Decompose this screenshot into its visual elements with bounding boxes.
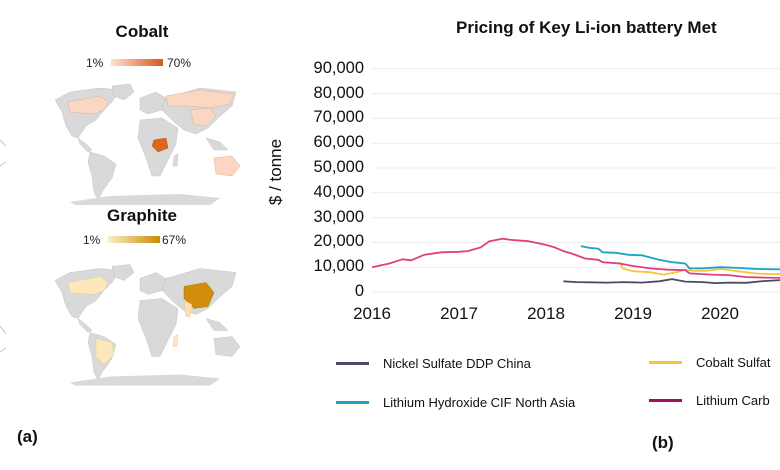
panel-b-label: (b) bbox=[652, 433, 674, 452]
y-tick-label: 10,000 bbox=[313, 257, 364, 276]
legend-swatch-cobalt bbox=[649, 361, 682, 364]
panel-a-label: (a) bbox=[17, 427, 38, 446]
graphite-scale-min: 1% bbox=[83, 233, 101, 247]
legend-item-cobalt: Cobalt Sulfat bbox=[649, 355, 770, 370]
cobalt-australia bbox=[213, 155, 241, 177]
graphite-china bbox=[183, 282, 215, 309]
legend-label-nickel: Nickel Sulfate DDP China bbox=[383, 356, 531, 371]
legend-swatch-lithium-hydroxide bbox=[336, 401, 369, 404]
x-tick-label: 2018 bbox=[527, 304, 565, 323]
y-tick-label: 0 bbox=[354, 282, 364, 300]
graphite-madagascar bbox=[172, 334, 179, 347]
legend-item-nickel: Nickel Sulfate DDP China bbox=[336, 356, 531, 371]
map-south-america bbox=[87, 151, 117, 201]
legend-item-lithium-hydroxide: Lithium Hydroxide CIF North Asia bbox=[336, 395, 575, 410]
x-tick-label: 2020 bbox=[701, 304, 739, 323]
graphite-world-map bbox=[54, 264, 241, 386]
map-greenland bbox=[111, 83, 135, 101]
y-tick-label: 60,000 bbox=[313, 133, 364, 152]
graphite-scale-max: 67% bbox=[162, 233, 187, 247]
map-central-america bbox=[77, 137, 93, 153]
legend-label-lithium-carbonate: Lithium Carb bbox=[696, 393, 770, 408]
legend-label-cobalt: Cobalt Sulfat bbox=[696, 355, 771, 370]
x-tick-label: 2017 bbox=[440, 304, 478, 323]
legend-label-lithium-hydroxide: Lithium Hydroxide CIF North Asia bbox=[383, 395, 576, 410]
y-tick-label: 80,000 bbox=[313, 83, 364, 102]
y-tick-label: 40,000 bbox=[313, 182, 364, 201]
cobalt-russia bbox=[165, 89, 235, 109]
x-tick-label: 2016 bbox=[353, 304, 391, 323]
cobalt-scale-bar bbox=[111, 59, 163, 66]
map-madagascar bbox=[172, 153, 179, 167]
cobalt-world-map bbox=[54, 83, 241, 205]
graphite-brazil bbox=[95, 338, 115, 365]
legend-swatch-nickel bbox=[336, 362, 369, 365]
y-tick-label: 70,000 bbox=[313, 108, 364, 127]
map-se-asia bbox=[205, 137, 229, 151]
series-line-lithium-carb bbox=[371, 237, 780, 279]
y-tick-label: 50,000 bbox=[313, 158, 364, 176]
chart-title: Pricing of Key Li-ion battery Met bbox=[456, 18, 717, 37]
cobalt-scale-max: 70% bbox=[167, 56, 192, 70]
y-tick-label: 30,000 bbox=[313, 207, 364, 226]
series-line-cobalt-sulfat bbox=[619, 261, 780, 276]
legend-item-lithium-carbonate: Lithium Carb bbox=[649, 393, 770, 408]
y-tick-label: 20,000 bbox=[313, 232, 364, 251]
series-line-nickel-sulfate-ddp-china bbox=[563, 278, 780, 285]
cobalt-canada bbox=[67, 95, 109, 115]
left-map-fragment bbox=[0, 139, 7, 353]
cobalt-scale-min: 1% bbox=[86, 56, 104, 70]
cobalt-china bbox=[189, 107, 217, 127]
cobalt-map-title: Cobalt bbox=[115, 22, 169, 41]
map-antarctica bbox=[70, 194, 220, 205]
graphite-map-title: Graphite bbox=[107, 206, 177, 225]
cobalt-drc bbox=[151, 137, 169, 153]
graphite-canada bbox=[67, 276, 109, 295]
series-line-lithium-hydroxide-cif-north-asia bbox=[580, 245, 780, 271]
legend-swatch-lithium-carbonate bbox=[649, 399, 682, 402]
graphite-india bbox=[183, 300, 193, 317]
graphite-scale-bar bbox=[108, 236, 160, 243]
x-tick-label: 2019 bbox=[614, 304, 652, 323]
y-tick-label: 90,000 bbox=[313, 58, 364, 77]
